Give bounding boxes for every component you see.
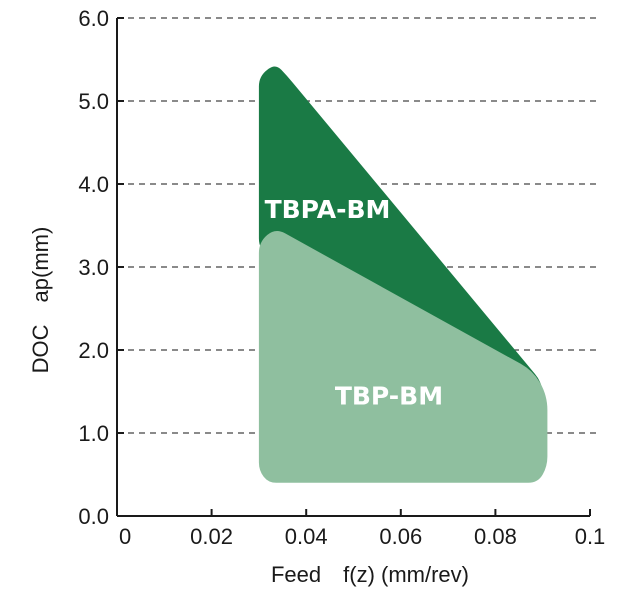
y-tick-label: 0.0 — [78, 504, 109, 529]
y-axis-title: DOC ap(mm) — [28, 227, 53, 374]
x-tick-label: 0.1 — [575, 524, 606, 549]
tick-labels: 0.0 1.0 2.0 3.0 4.0 5.0 6.0 0 0.02 0.04 0.06 0.08 0.… — [78, 6, 605, 549]
y-tick-label: 3.0 — [78, 255, 109, 280]
x-tick-label: 0.08 — [474, 524, 517, 549]
region-labels: TBPA-BM TBP-BM — [265, 195, 444, 411]
region-tbpa-bm — [258, 66, 543, 413]
y-tick-label: 1.0 — [78, 421, 109, 446]
region-tbp-bm — [258, 231, 548, 483]
grid — [117, 17, 600, 434]
ticks — [116, 17, 591, 517]
y-tick-label: 4.0 — [78, 172, 109, 197]
y-tick-label: 2.0 — [78, 338, 109, 363]
y-tick-label: 5.0 — [78, 89, 109, 114]
y-tick-label: 6.0 — [78, 6, 109, 31]
x-axis-title: Feed f(z) (mm/rev) — [271, 562, 469, 587]
regions — [258, 66, 548, 483]
region-label: TBPA-BM — [265, 195, 391, 224]
x-tick-label: 0.06 — [379, 524, 422, 549]
x-tick-label: 0.02 — [190, 524, 233, 549]
x-tick-label: 0 — [119, 524, 131, 549]
x-tick-label: 0.04 — [285, 524, 328, 549]
region-label: TBP-BM — [335, 382, 443, 411]
